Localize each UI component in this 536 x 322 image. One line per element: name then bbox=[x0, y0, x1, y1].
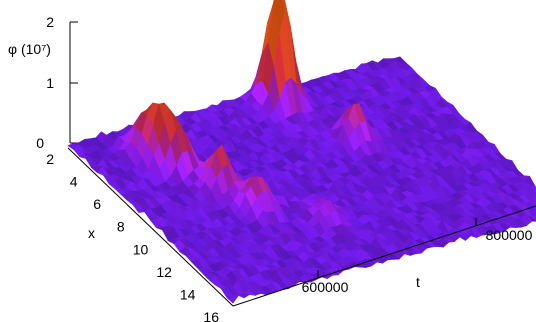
z-tick-label: 2 bbox=[46, 14, 54, 30]
x-axis-line bbox=[67, 147, 234, 307]
z-tick-label: 0 bbox=[36, 135, 44, 151]
x-tick-label: 6 bbox=[93, 196, 101, 212]
t-tick-label: 600000 bbox=[302, 279, 349, 295]
z-tick-label: 1 bbox=[46, 75, 54, 91]
x-tick-label: 14 bbox=[180, 286, 196, 302]
x-tick-label: 12 bbox=[156, 264, 172, 280]
t-axis-title: t bbox=[416, 274, 420, 290]
z-axis: 2 1 0 φ (10⁷) bbox=[8, 14, 78, 151]
t-axis: 600000 800000 t bbox=[232, 205, 536, 307]
x-tick-label: 8 bbox=[117, 219, 125, 235]
x-tick-label: 4 bbox=[70, 174, 78, 190]
x-tick-label: 2 bbox=[46, 151, 54, 167]
surface-mesh bbox=[67, 0, 536, 304]
t-tick-label: 800000 bbox=[486, 227, 533, 243]
x-axis-title: x bbox=[88, 225, 95, 241]
x-tick-label: 10 bbox=[133, 241, 149, 257]
x-tick-label: 16 bbox=[203, 309, 219, 322]
surface-facet bbox=[226, 295, 240, 304]
t-axis-line bbox=[232, 205, 536, 307]
z-axis-title: φ (10⁷) bbox=[8, 41, 51, 57]
